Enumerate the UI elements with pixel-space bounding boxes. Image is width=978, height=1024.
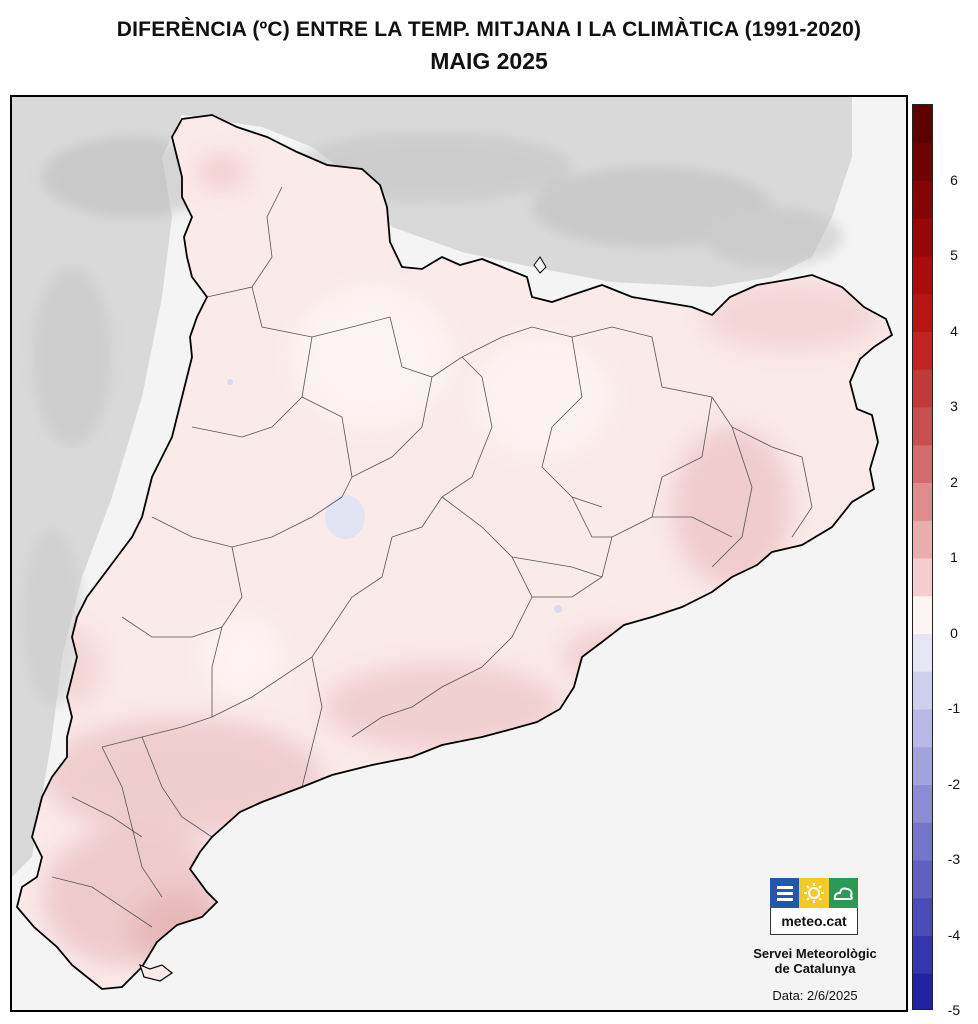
- lake-shape: [533, 256, 547, 274]
- colorbar-tick-label: -2: [947, 775, 961, 792]
- colorbar-segment: [913, 180, 932, 219]
- colorbar-tick-label: 5: [950, 247, 958, 263]
- colorbar-tick-label: -4: [947, 926, 961, 943]
- colorbar-segment: [913, 558, 932, 597]
- negative-anomaly-patch: [325, 495, 365, 539]
- colorbar-segment: [913, 331, 932, 370]
- colorbar-segment: [913, 746, 932, 785]
- colorbar-segment: [913, 407, 932, 446]
- colorbar-tick-label: -5: [947, 1002, 961, 1018]
- logo-cloud-icon: [828, 878, 858, 908]
- logo-sun-icon: [799, 878, 829, 908]
- colorbar-segment: [913, 482, 932, 521]
- colorbar-segment: [913, 142, 932, 181]
- colorbar-segment: [913, 520, 932, 559]
- colorbar-tick-label: 1: [950, 549, 958, 565]
- colorbar-tick-label: 3: [950, 398, 958, 414]
- colorbar-segment: [913, 218, 932, 257]
- negative-anomaly-dot: [227, 379, 233, 385]
- colorbar-segment: [913, 897, 932, 936]
- colorbar-segment: [913, 822, 932, 861]
- colorbar-segment: [913, 369, 932, 408]
- colorbar-segment: [913, 784, 932, 823]
- negative-anomaly-dot: [554, 605, 562, 613]
- ebro-delta-island: [139, 963, 174, 982]
- colorbar-segment: [913, 709, 932, 748]
- colorbar-segment: [913, 595, 932, 634]
- colorbar-segment: [913, 671, 932, 710]
- map-date: Data: 2/6/2025: [772, 988, 858, 1003]
- map-subtitle: MAIG 2025: [430, 48, 548, 74]
- service-line1: Servei Meteorològic: [753, 946, 877, 961]
- colorbar-tick-label: -3: [947, 851, 961, 867]
- logo-bars-icon: [770, 878, 800, 908]
- colorbar-tick-label: 4: [950, 322, 958, 339]
- colorbar-segment: [913, 105, 932, 144]
- colorbar-segment: [913, 860, 932, 899]
- colorbar: [912, 104, 933, 1010]
- comarca-borders: [51, 186, 813, 928]
- logo-word: meteo.cat: [770, 908, 858, 935]
- anomaly-map: [12, 97, 906, 1010]
- colorbar-tick-label: 2: [950, 473, 958, 490]
- map-title: DIFERÈNCIA (ºC) ENTRE LA TEMP. MITJANA I…: [116, 18, 862, 41]
- service-line2: de Catalunya: [774, 961, 856, 976]
- map-frame: [10, 95, 908, 1012]
- colorbar-tick-label: 0: [950, 624, 958, 641]
- service-name: Servei Meteorològic de Catalunya: [730, 946, 900, 976]
- colorbar-segment: [913, 444, 932, 483]
- colorbar-tick-label: -1: [947, 700, 961, 716]
- meteo-cat-logo: meteo.cat: [770, 878, 858, 936]
- colorbar-segment: [913, 293, 932, 332]
- colorbar-segment: [913, 633, 932, 672]
- colorbar-segment: [913, 935, 932, 974]
- colorbar-tick-label: 6: [950, 171, 958, 188]
- colorbar-segment: [913, 973, 932, 1009]
- colorbar-segment: [913, 256, 932, 295]
